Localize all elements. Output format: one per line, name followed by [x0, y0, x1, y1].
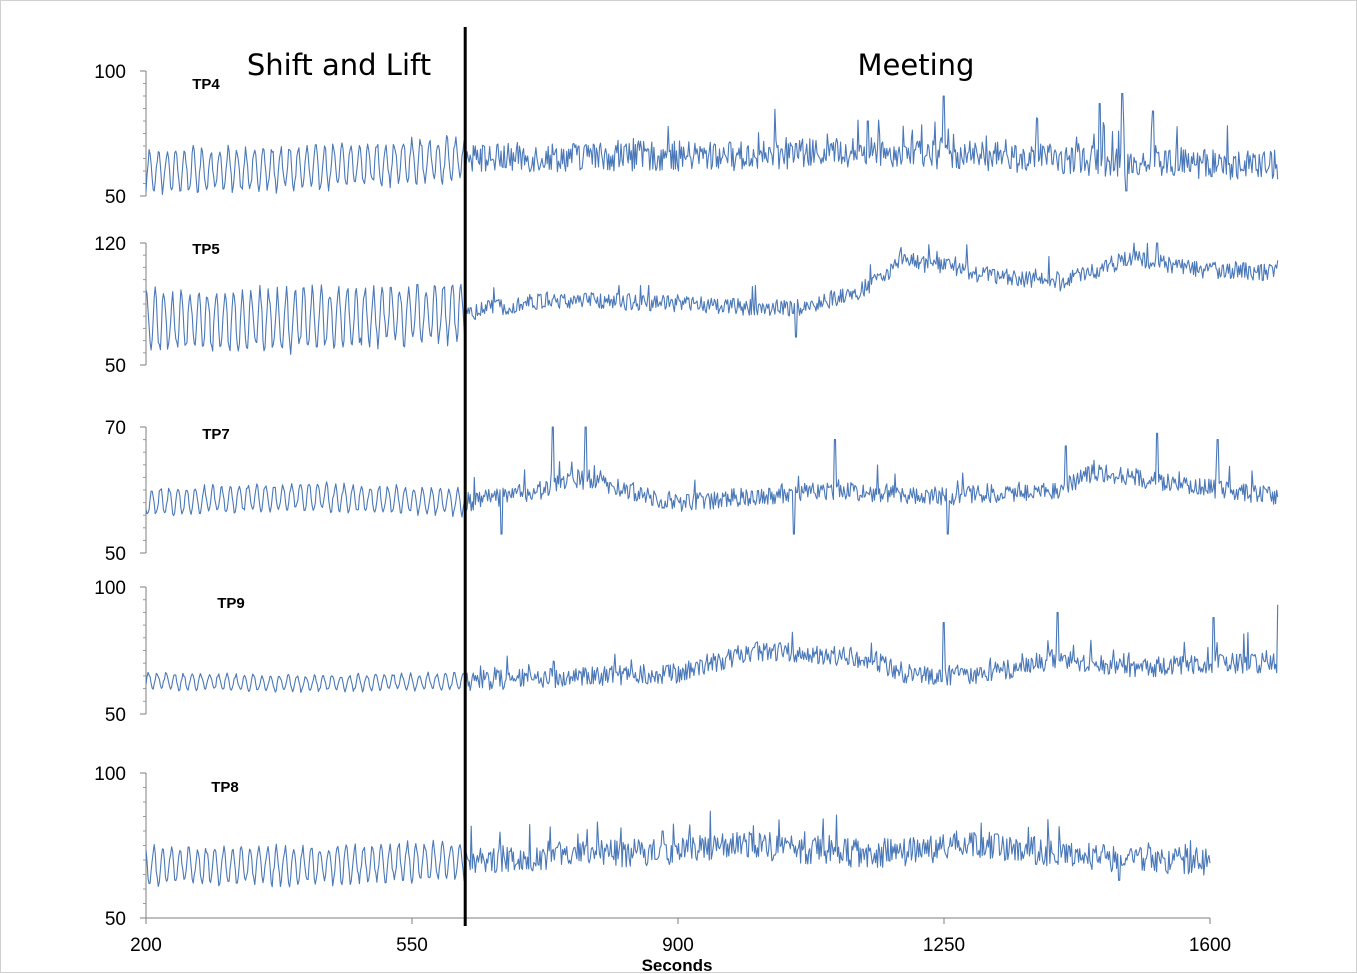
y-tick-label: 50	[105, 187, 126, 208]
phase-label-meeting: Meeting	[858, 48, 975, 82]
series-line-tp9	[145, 604, 1279, 694]
series-label-tp4: TP4	[192, 76, 220, 93]
x-axis-title: Seconds	[642, 956, 713, 974]
series-line-tp4	[145, 92, 1279, 195]
phase-label-shift-and-lift: Shift and Lift	[247, 48, 431, 82]
y-tick-label: 100	[94, 764, 126, 785]
x-tick-label: 900	[662, 935, 694, 956]
y-tick-label: 50	[105, 705, 126, 726]
y-tick-label: 120	[94, 234, 126, 255]
x-tick-label: 1600	[1189, 935, 1231, 956]
series-label-tp8: TP8	[211, 779, 239, 796]
series-line-tp7	[145, 426, 1279, 535]
y-tick-label: 100	[94, 578, 126, 599]
series-label-tp9: TP9	[217, 595, 245, 612]
x-tick-label: 550	[396, 935, 428, 956]
series-layer	[145, 92, 1279, 888]
y-tick-label: 100	[94, 62, 126, 83]
y-tick-label: 50	[105, 909, 126, 930]
x-tick-label: 200	[130, 935, 162, 956]
series-label-tp7: TP7	[202, 426, 230, 443]
y-tick-label: 50	[105, 544, 126, 565]
series-line-tp5	[145, 242, 1279, 355]
axes-layer: 50 100 TP4 50 120 TP5 50 70 TP7 50 100 TP9 50 100 TP8 2…	[94, 62, 1231, 956]
y-tick-label: 70	[105, 418, 126, 439]
x-tick-label: 1250	[923, 935, 965, 956]
series-label-tp5: TP5	[192, 241, 220, 258]
y-tick-label: 50	[105, 356, 126, 377]
series-line-tp8	[145, 810, 1211, 888]
